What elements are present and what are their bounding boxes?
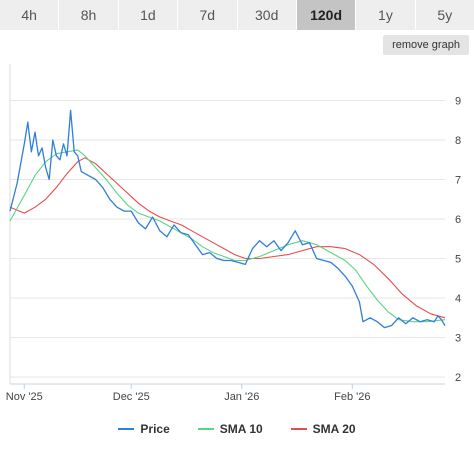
y-tick-label: 5 <box>455 254 461 266</box>
tab-120d[interactable]: 120d <box>296 0 357 30</box>
legend-label: Price <box>140 422 170 436</box>
legend-item-sma-20[interactable]: SMA 20 <box>290 418 356 440</box>
tab-1d[interactable]: 1d <box>118 0 179 30</box>
y-tick-label: 7 <box>455 175 461 187</box>
y-tick-label: 6 <box>455 214 461 226</box>
y-tick-label: 4 <box>455 293 461 305</box>
x-tick-label: Feb '26 <box>334 391 370 403</box>
legend-item-sma-10[interactable]: SMA 10 <box>197 418 263 440</box>
x-axis: Nov '25 Dec '25 Jan '26 Feb '26 <box>6 383 445 403</box>
tab-8h[interactable]: 8h <box>59 0 119 30</box>
tab-4h[interactable]: 4h <box>0 0 60 30</box>
chart-series <box>9 109 446 329</box>
legend-item-price[interactable]: Price <box>118 418 170 440</box>
x-tick-label: Jan '26 <box>224 391 259 403</box>
chart-grid <box>9 64 445 384</box>
y-tick-label: 8 <box>455 135 461 147</box>
legend-label: SMA 20 <box>312 422 356 436</box>
tab-1y[interactable]: 1y <box>356 0 416 30</box>
tab-7d[interactable]: 7d <box>178 0 238 30</box>
y-tick-label: 9 <box>455 96 461 108</box>
remove-graph-button[interactable]: remove graph <box>383 35 469 55</box>
series-line-price <box>9 109 446 329</box>
x-tick-label: Nov '25 <box>6 391 43 403</box>
chart-legend: Price SMA 10 SMA 20 <box>0 418 474 440</box>
y-axis: 2 3 4 5 6 7 8 9 <box>455 96 461 385</box>
legend-label: SMA 10 <box>219 422 263 436</box>
legend-swatch <box>118 428 135 430</box>
series-line-sma-20 <box>9 157 446 319</box>
tab-30d[interactable]: 30d <box>237 0 297 30</box>
legend-swatch <box>197 428 214 430</box>
timeframe-tabs: 4h 8h 1d 7d 30d 120d 1y 5y <box>0 0 474 30</box>
y-tick-label: 2 <box>455 372 461 384</box>
legend-swatch <box>290 428 307 430</box>
x-tick-label: Dec '25 <box>113 391 150 403</box>
tab-5y[interactable]: 5y <box>415 0 474 30</box>
y-tick-label: 3 <box>455 333 461 345</box>
series-line-sma-10 <box>9 149 446 323</box>
